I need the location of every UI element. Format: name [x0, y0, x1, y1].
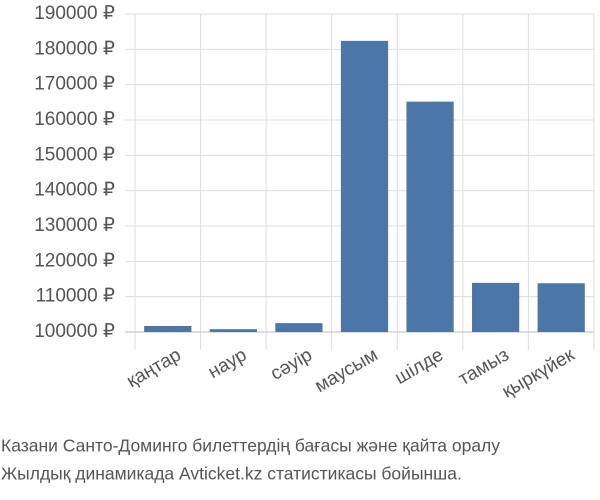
x-tick-label: маусым	[311, 344, 381, 397]
y-tick-label: 140000 ₽	[34, 180, 115, 201]
bar	[537, 283, 585, 332]
x-tick-label: қаңтар	[123, 344, 185, 392]
y-tick-label: 160000 ₽	[34, 109, 115, 130]
y-tick-label: 190000 ₽	[34, 3, 115, 24]
y-tick-label: 120000 ₽	[34, 250, 115, 271]
bar	[144, 325, 192, 332]
y-tick-label: 100000 ₽	[34, 321, 115, 342]
bar	[340, 40, 389, 332]
y-tick-label: 150000 ₽	[34, 144, 115, 165]
x-tick-label: шілде	[391, 344, 447, 388]
caption: Жылдық динамикада Avticket.kz статистика…	[1, 464, 462, 484]
bar	[209, 329, 257, 332]
y-tick-label: 130000 ₽	[34, 215, 115, 236]
bar	[406, 101, 454, 332]
x-tick-label: сәуір	[267, 344, 316, 384]
x-tick-label: наур	[205, 344, 251, 383]
caption: Казани Санто-Доминго билеттердің бағасы …	[1, 436, 500, 456]
bar	[275, 323, 323, 332]
y-tick-label: 110000 ₽	[36, 286, 115, 307]
bar	[472, 282, 520, 332]
y-tick-label: 170000 ₽	[34, 74, 115, 95]
y-tick-label: 180000 ₽	[34, 38, 115, 59]
x-tick-label: қыркүйек	[499, 344, 579, 402]
